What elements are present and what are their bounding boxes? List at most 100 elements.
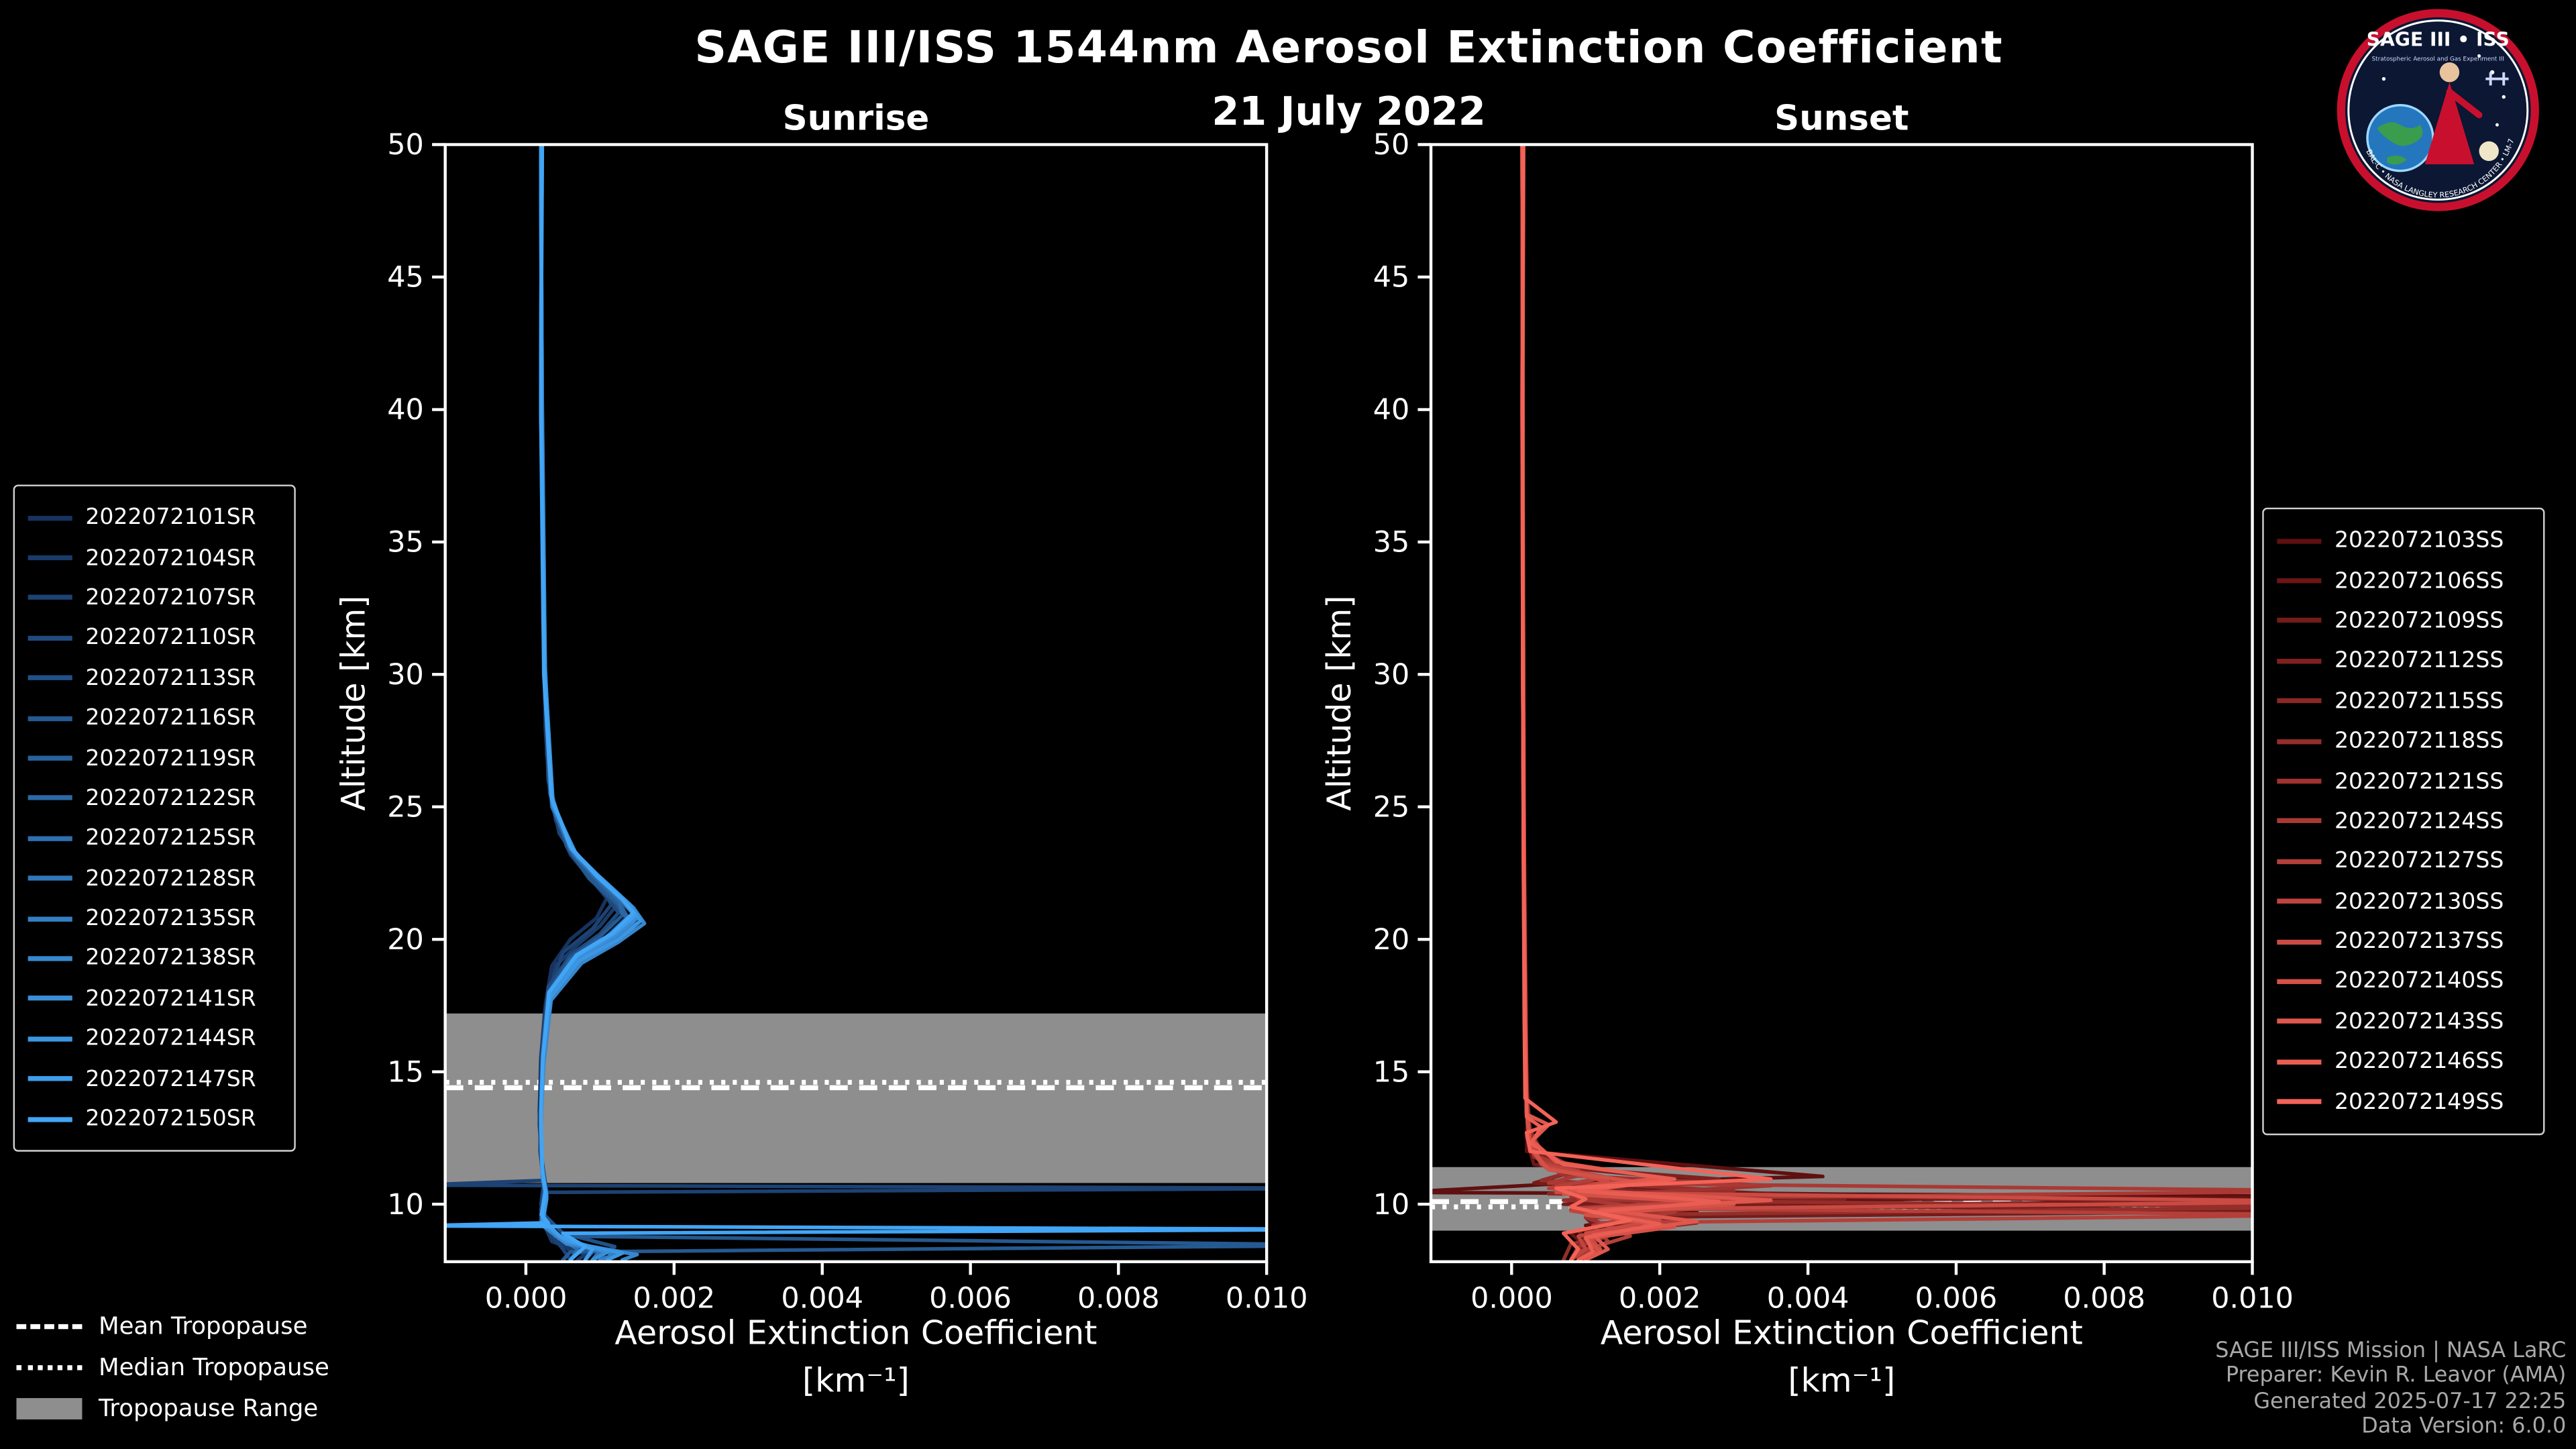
legend-label: 2022072109SS: [2334, 608, 2504, 635]
legend-label: 2022072138SR: [85, 945, 256, 972]
axis-text: 0.000: [1470, 1281, 1553, 1315]
axis-text: 0.000: [485, 1281, 568, 1315]
legend-label: 2022072141SR: [85, 985, 256, 1012]
legend-line-swatch: [28, 836, 72, 841]
profile-line-2022072112SS: [1520, 144, 1847, 1262]
sunset-panel: 10 15 20 25 30 35 40 45 50 0.000 0.002 0.004 0.006 0.…: [1320, 98, 2294, 1399]
legend-label: 2022072106SS: [2334, 568, 2504, 594]
tropopause-legend-label: Tropopause Range: [98, 1395, 319, 1422]
legend-item: 2022072104SR: [28, 538, 278, 578]
legend-label: 2022072124SS: [2334, 808, 2504, 835]
profile-line-2022072121SS: [1521, 144, 1773, 1262]
legend-line-swatch: [28, 715, 72, 721]
legend-label: 2022072118SS: [2334, 728, 2504, 755]
legend-label: 2022072147SR: [85, 1065, 256, 1092]
logo-inner-ring: [2347, 19, 2529, 201]
profile-line-2022072130SS: [1520, 144, 1699, 1262]
legend-label: 2022072128SR: [85, 865, 256, 892]
legend-item: 2022072144SR: [28, 1019, 278, 1059]
axis-text: 40: [387, 393, 424, 427]
axis-text: 30: [387, 658, 424, 692]
legend-item: 2022072141SR: [28, 979, 278, 1019]
legend-line-swatch: [28, 555, 72, 561]
credit-preparer: Preparer: Kevin R. Leavor (AMA): [2225, 1364, 2567, 1389]
legend-line-swatch: [2277, 778, 2322, 784]
x-axis-units: [km⁻¹]: [802, 1361, 910, 1399]
legend-line-swatch: [28, 875, 72, 881]
axis-text: 0.008: [1077, 1281, 1160, 1315]
tropopause-legend-label: Median Tropopause: [98, 1354, 329, 1381]
legend-item: 2022072149SS: [2277, 1082, 2526, 1122]
legend-item: 2022072106SS: [2277, 561, 2526, 601]
legend-item: 2022072115SS: [2277, 681, 2526, 721]
legend-label: 2022072137SS: [2334, 928, 2504, 955]
profile-line-2022072106SS: [1520, 144, 2253, 1262]
profile-line-2022072150SR: [445, 144, 1267, 1262]
profile-line-2022072127SS: [1520, 144, 2253, 1262]
legend-line-swatch: [2277, 899, 2322, 904]
legend-label: 2022072150SR: [85, 1106, 256, 1132]
legend-item: 2022072143SS: [2277, 1002, 2526, 1042]
legend-line-swatch: [28, 515, 72, 521]
patch-swatch: [16, 1398, 83, 1419]
logo-subtitle: Stratospheric Aerosol and Gas Experiment…: [2372, 56, 2504, 63]
logo-stars: [2381, 54, 2506, 127]
tropopause-legend-item: Tropopause Range: [16, 1388, 329, 1429]
tropopause-legend-item: Mean Tropopause: [16, 1306, 329, 1347]
legend-item: 2022072121SS: [2277, 761, 2526, 802]
axis-text: 10: [387, 1188, 424, 1222]
legend-line-swatch: [2277, 618, 2322, 624]
credit-generated: Generated 2025-07-17 22:25: [2253, 1389, 2567, 1415]
legend-line-swatch: [2277, 698, 2322, 704]
legend-line-swatch: [2277, 938, 2322, 945]
tropopause-legend: Mean Tropopause Median Tropopause Tropopau…: [16, 1306, 329, 1430]
legend-item: 2022072119SR: [28, 738, 278, 778]
legend-item: 2022072130SS: [2277, 881, 2526, 922]
legend-item: 2022072101SR: [28, 498, 278, 538]
axis-text: 45: [1373, 261, 1410, 294]
axis-text: 0.006: [929, 1281, 1012, 1315]
axis-text: 25: [387, 790, 424, 824]
legend-item: 2022072109SS: [2277, 601, 2526, 641]
dotted-swatch: [16, 1365, 83, 1371]
profile-line-2022072140SS: [1520, 144, 1736, 1262]
legend-line-swatch: [2277, 1019, 2322, 1024]
legend-item: 2022072138SR: [28, 938, 278, 979]
page-title: SAGE III/ISS 1544nm Aerosol Extinction C…: [694, 23, 2003, 74]
x-axis-units: [km⁻¹]: [1788, 1361, 1895, 1399]
credit-data-version: Data Version: 6.0.0: [2361, 1415, 2567, 1440]
legend-label: 2022072104SR: [85, 545, 256, 572]
legend-label: 2022072125SR: [85, 825, 256, 852]
profile-line-2022072103SS: [1431, 144, 2253, 1262]
figure-date: 21 July 2022: [1212, 89, 1486, 135]
legend-item: 2022072112SS: [2277, 641, 2526, 682]
axis-text: 0.008: [2063, 1281, 2145, 1315]
legend-item: 2022072118SS: [2277, 721, 2526, 761]
legend-item: 2022072124SS: [2277, 801, 2526, 841]
x-axis-label: Aerosol Extinction Coefficient: [1601, 1313, 2083, 1352]
axis-text: 15: [1373, 1055, 1410, 1089]
legend-label: 2022072143SS: [2334, 1008, 2504, 1035]
legend-line-swatch: [2277, 538, 2322, 543]
legend-label: 2022072121SS: [2334, 767, 2504, 795]
legend-label: 2022072115SS: [2334, 688, 2504, 714]
profile-line-2022072124SS: [1520, 144, 2253, 1259]
legend-line-swatch: [28, 996, 72, 1002]
legend-line-swatch: [2277, 658, 2322, 664]
legend-item: 2022072113SR: [28, 658, 278, 698]
axis-text: 0.010: [2211, 1281, 2294, 1315]
legend-label: 2022072127SS: [2334, 848, 2504, 875]
legend-item: 2022072128SR: [28, 859, 278, 899]
axis-text: 0.004: [1767, 1281, 1849, 1315]
x-axis-label: Aerosol Extinction Coefficient: [614, 1313, 1097, 1352]
logo-iss-icon: [2485, 72, 2509, 86]
axis-text: 40: [1373, 393, 1410, 427]
legend-label: 2022072101SR: [85, 504, 256, 531]
legend-line-swatch: [2277, 1059, 2322, 1065]
tropopause-range-band: [445, 1013, 1267, 1183]
legend-label: 2022072107SR: [85, 584, 256, 611]
axis-text: 0.010: [1226, 1281, 1308, 1315]
y-axis-label: Altitude [km]: [335, 596, 373, 811]
legend-line-swatch: [2277, 859, 2322, 864]
